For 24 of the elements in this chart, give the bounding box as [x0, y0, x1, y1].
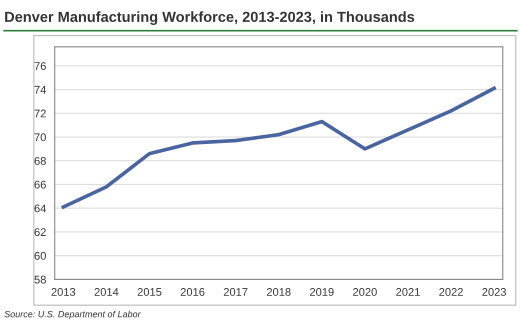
- y-tick-label: 76: [34, 62, 46, 70]
- y-tick-label: 60: [34, 252, 46, 260]
- x-tick-label: 2016: [180, 288, 204, 296]
- x-tick-label: 2023: [482, 288, 506, 296]
- source-note: Source: U.S. Department of Labor: [4, 310, 141, 320]
- x-tick-label: 2015: [138, 288, 162, 296]
- y-tick-label: 72: [34, 110, 46, 118]
- x-tick-label: 2013: [52, 288, 76, 296]
- x-tick-label: 2021: [396, 288, 420, 296]
- chart-title: Denver Manufacturing Workforce, 2013-2023, in Thousands: [5, 11, 414, 25]
- y-tick-label: 64: [34, 204, 46, 212]
- y-tick-label: 62: [34, 228, 46, 236]
- y-tick-label: 58: [34, 276, 46, 284]
- y-tick-label: 68: [34, 157, 46, 165]
- x-tick-label: 2014: [94, 288, 118, 296]
- x-tick-label: 2018: [266, 288, 291, 296]
- y-tick-label: 74: [34, 86, 46, 94]
- x-tick-label: 2020: [353, 288, 377, 296]
- x-tick-label: 2019: [310, 288, 334, 296]
- line-series: [62, 86, 496, 209]
- x-tick-label: 2017: [224, 288, 248, 296]
- y-tick-label: 70: [34, 133, 46, 142]
- x-tick-label: 2022: [439, 288, 463, 296]
- y-tick-label: 66: [34, 180, 46, 189]
